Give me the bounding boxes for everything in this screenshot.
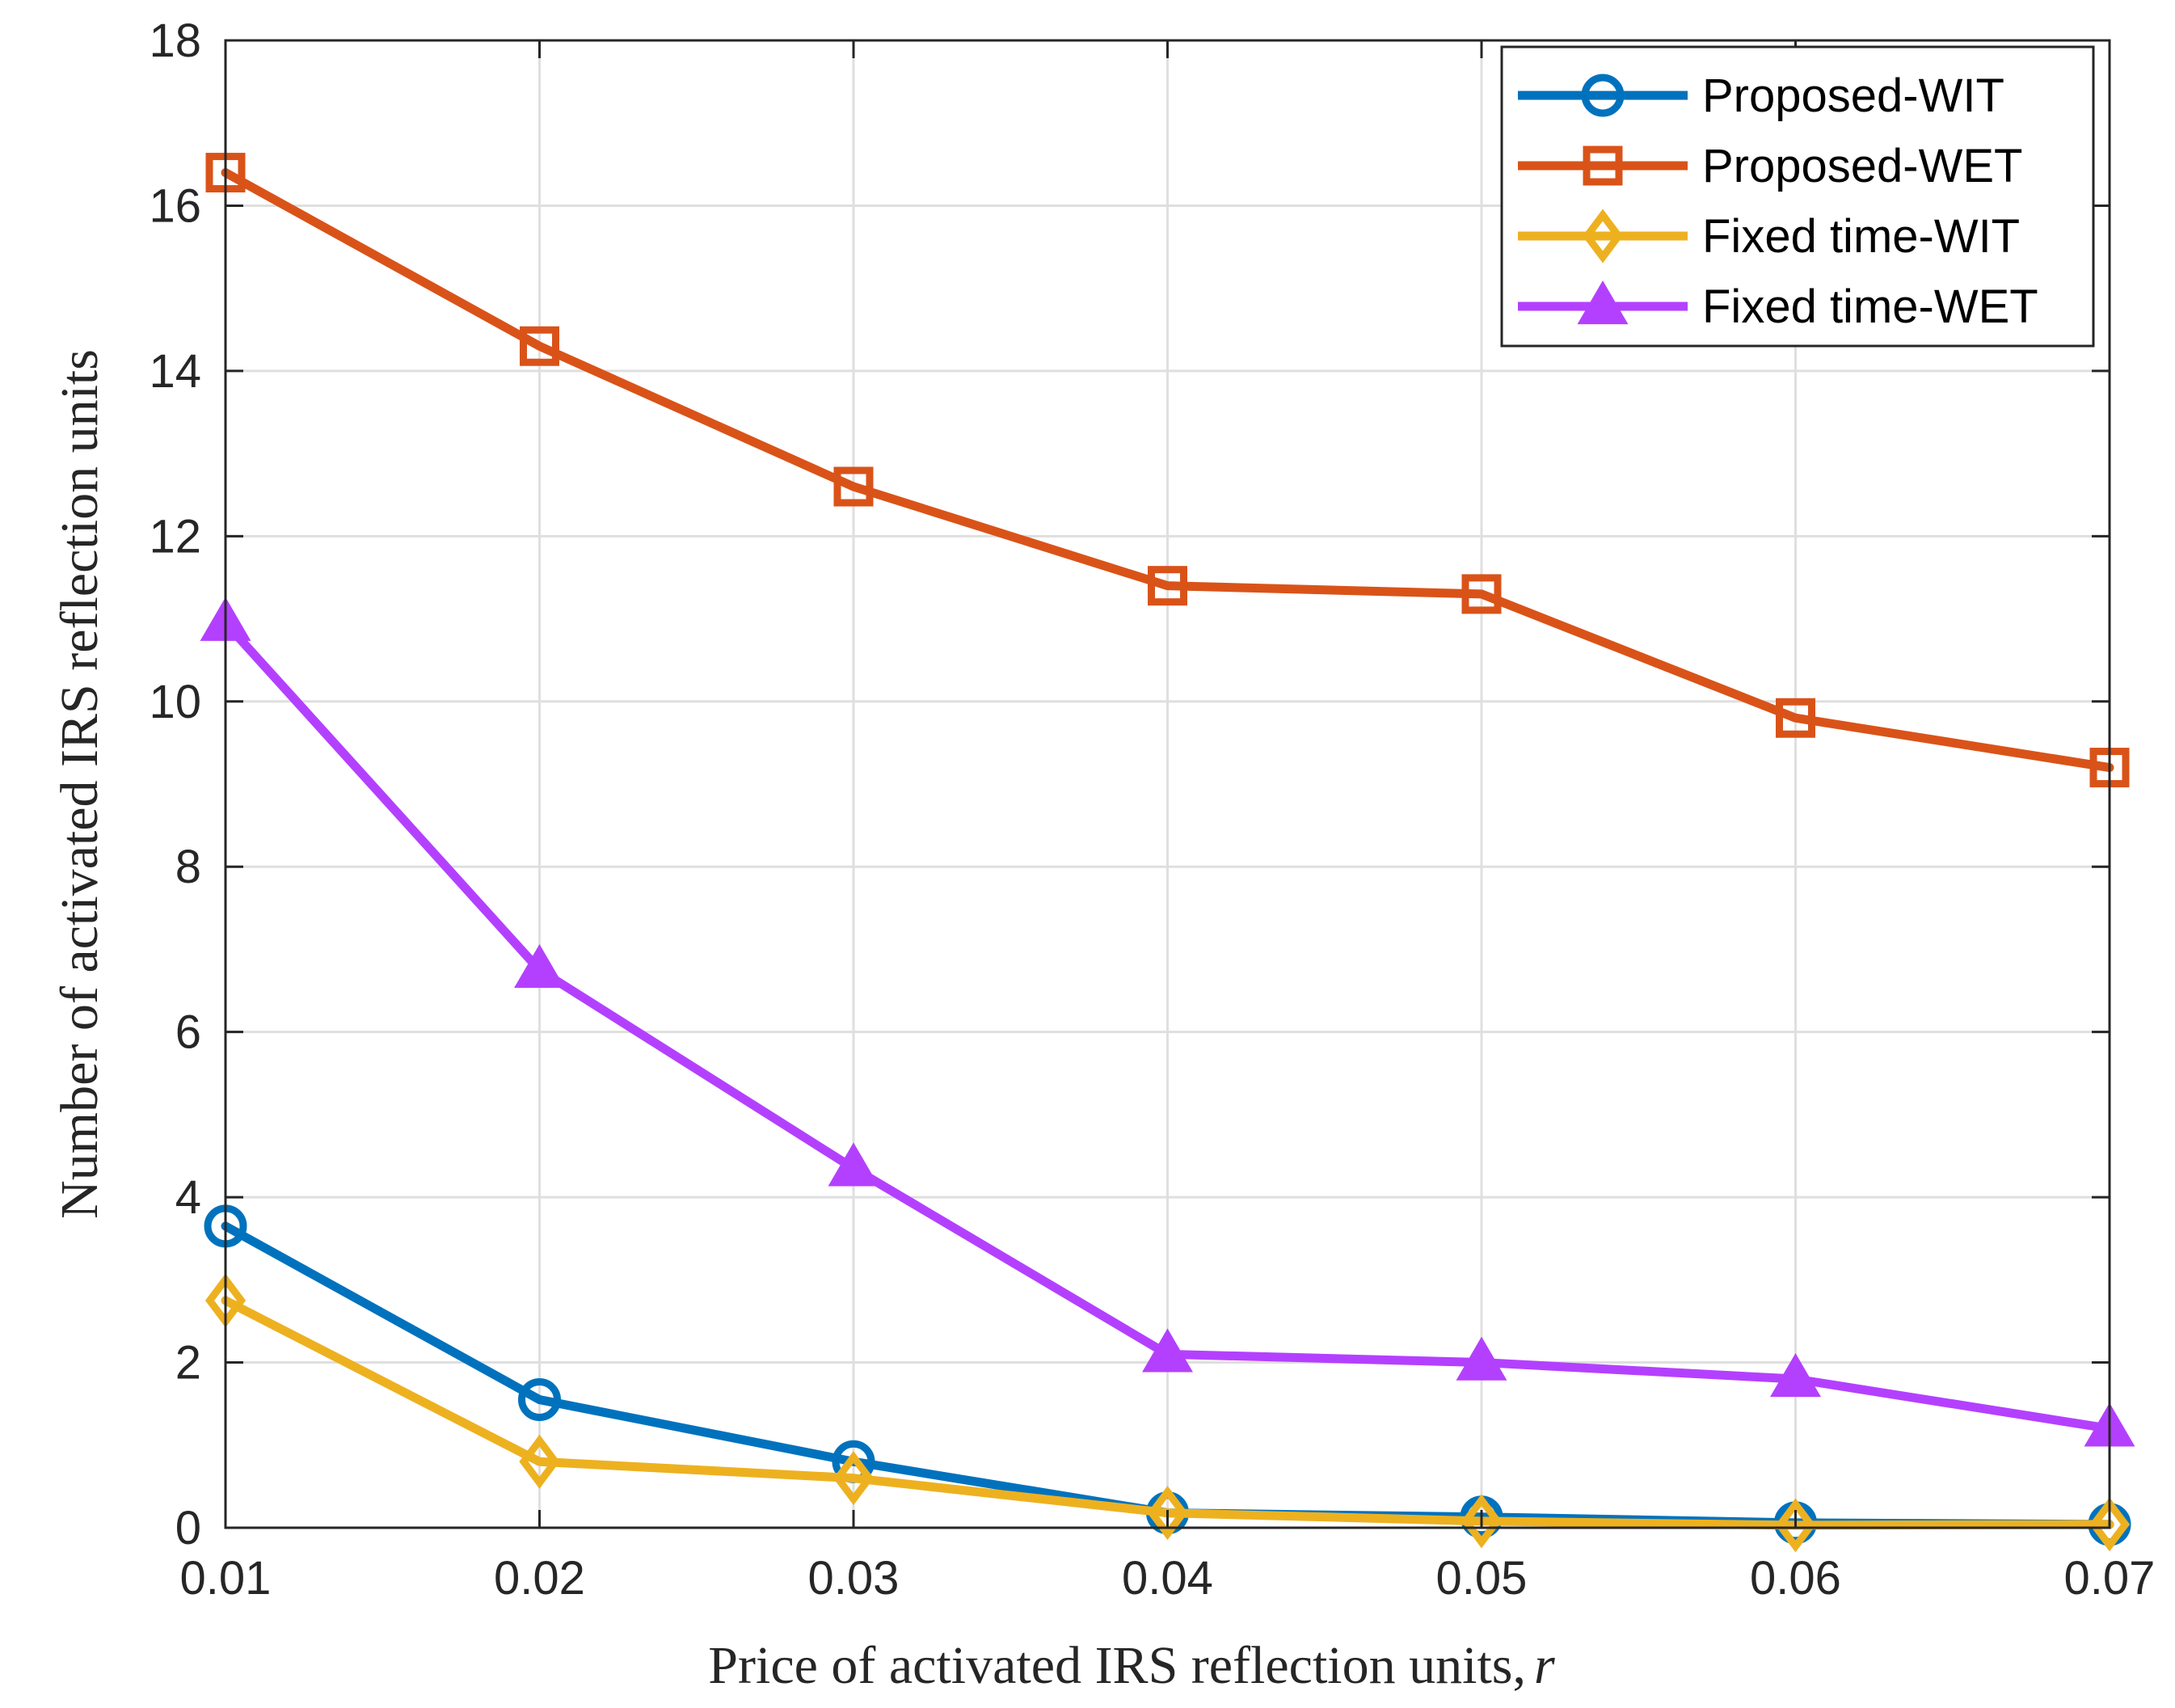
- legend-entry: Fixed time-WIT: [1518, 209, 2020, 264]
- x-tick-label: 0.06: [1750, 1552, 1841, 1605]
- data-point-diamond: [1461, 1494, 1503, 1549]
- data-point-square: [833, 466, 874, 507]
- legend-label: Fixed time-WIT: [1702, 210, 2020, 263]
- legend: Proposed-WIT Proposed-WET Fixed time-WIT Fi…: [1500, 45, 2095, 348]
- y-tick-label: 12: [149, 510, 201, 563]
- data-point-square: [1461, 574, 1502, 614]
- data-point-diamond: [832, 1451, 875, 1506]
- data-point-diamond: [519, 1434, 560, 1489]
- y-tick-label: 18: [149, 15, 201, 67]
- y-tick-label: 10: [149, 676, 201, 728]
- x-tick-label: 0.02: [494, 1552, 585, 1605]
- y-tick-label: 8: [175, 841, 201, 893]
- y-tick-labels: 0 2 4 6 8 10 12 14 16 18: [149, 15, 201, 1554]
- x-tick-label: 0.03: [808, 1552, 900, 1605]
- ticks: [224, 39, 2111, 1529]
- data-point-square: [1148, 566, 1187, 606]
- x-tick-label: 0.01: [180, 1552, 272, 1605]
- data-point-triangle: [1456, 1336, 1507, 1381]
- data-point-triangle: [514, 944, 565, 989]
- data-point-diamond: [2089, 1497, 2131, 1552]
- x-tick-label: 0.07: [2064, 1552, 2156, 1605]
- y-tick-label: 14: [149, 345, 201, 398]
- data-point-triangle: [1142, 1328, 1193, 1373]
- legend-label: Fixed time-WET: [1702, 280, 2038, 333]
- data-point-triangle: [828, 1142, 879, 1187]
- data-point-triangle: [1770, 1353, 1821, 1398]
- legend-label: Proposed-WET: [1702, 140, 2022, 192]
- y-tick-label: 6: [175, 1006, 201, 1059]
- data-point-diamond: [1147, 1486, 1188, 1541]
- x-tick-label: 0.04: [1122, 1552, 1213, 1605]
- y-tick-label: 4: [175, 1171, 201, 1224]
- x-tick-labels: 0.01 0.02 0.03 0.04 0.05 0.06 0.07: [180, 1552, 2156, 1605]
- y-tick-label: 2: [175, 1337, 201, 1390]
- legend-entry: Proposed-WET: [1518, 140, 2022, 192]
- data-point-square: [520, 326, 559, 366]
- legend-label: Proposed-WIT: [1702, 70, 2004, 122]
- data-point-square: [1776, 698, 1815, 738]
- legend-entry: Fixed time-WET: [1518, 280, 2038, 333]
- legend-marker-circle: [1581, 74, 1625, 117]
- y-tick-label: 0: [175, 1502, 201, 1554]
- legend-marker-diamond: [1582, 209, 1624, 264]
- y-axis-title: Number of activated IRS reflection units: [50, 349, 109, 1219]
- series-line: [221, 168, 2114, 773]
- data-point-circle: [518, 1378, 561, 1422]
- x-axis-title: Price of activated IRS reflection units,…: [708, 1636, 1555, 1695]
- legend-marker-triangle: [1577, 280, 1629, 325]
- y-tick-label: 16: [149, 179, 201, 232]
- legend-marker-square: [1583, 145, 1623, 186]
- data-point-diamond: [1775, 1498, 1816, 1553]
- legend-entry: Proposed-WIT: [1518, 70, 2004, 122]
- x-tick-label: 0.05: [1436, 1552, 1528, 1605]
